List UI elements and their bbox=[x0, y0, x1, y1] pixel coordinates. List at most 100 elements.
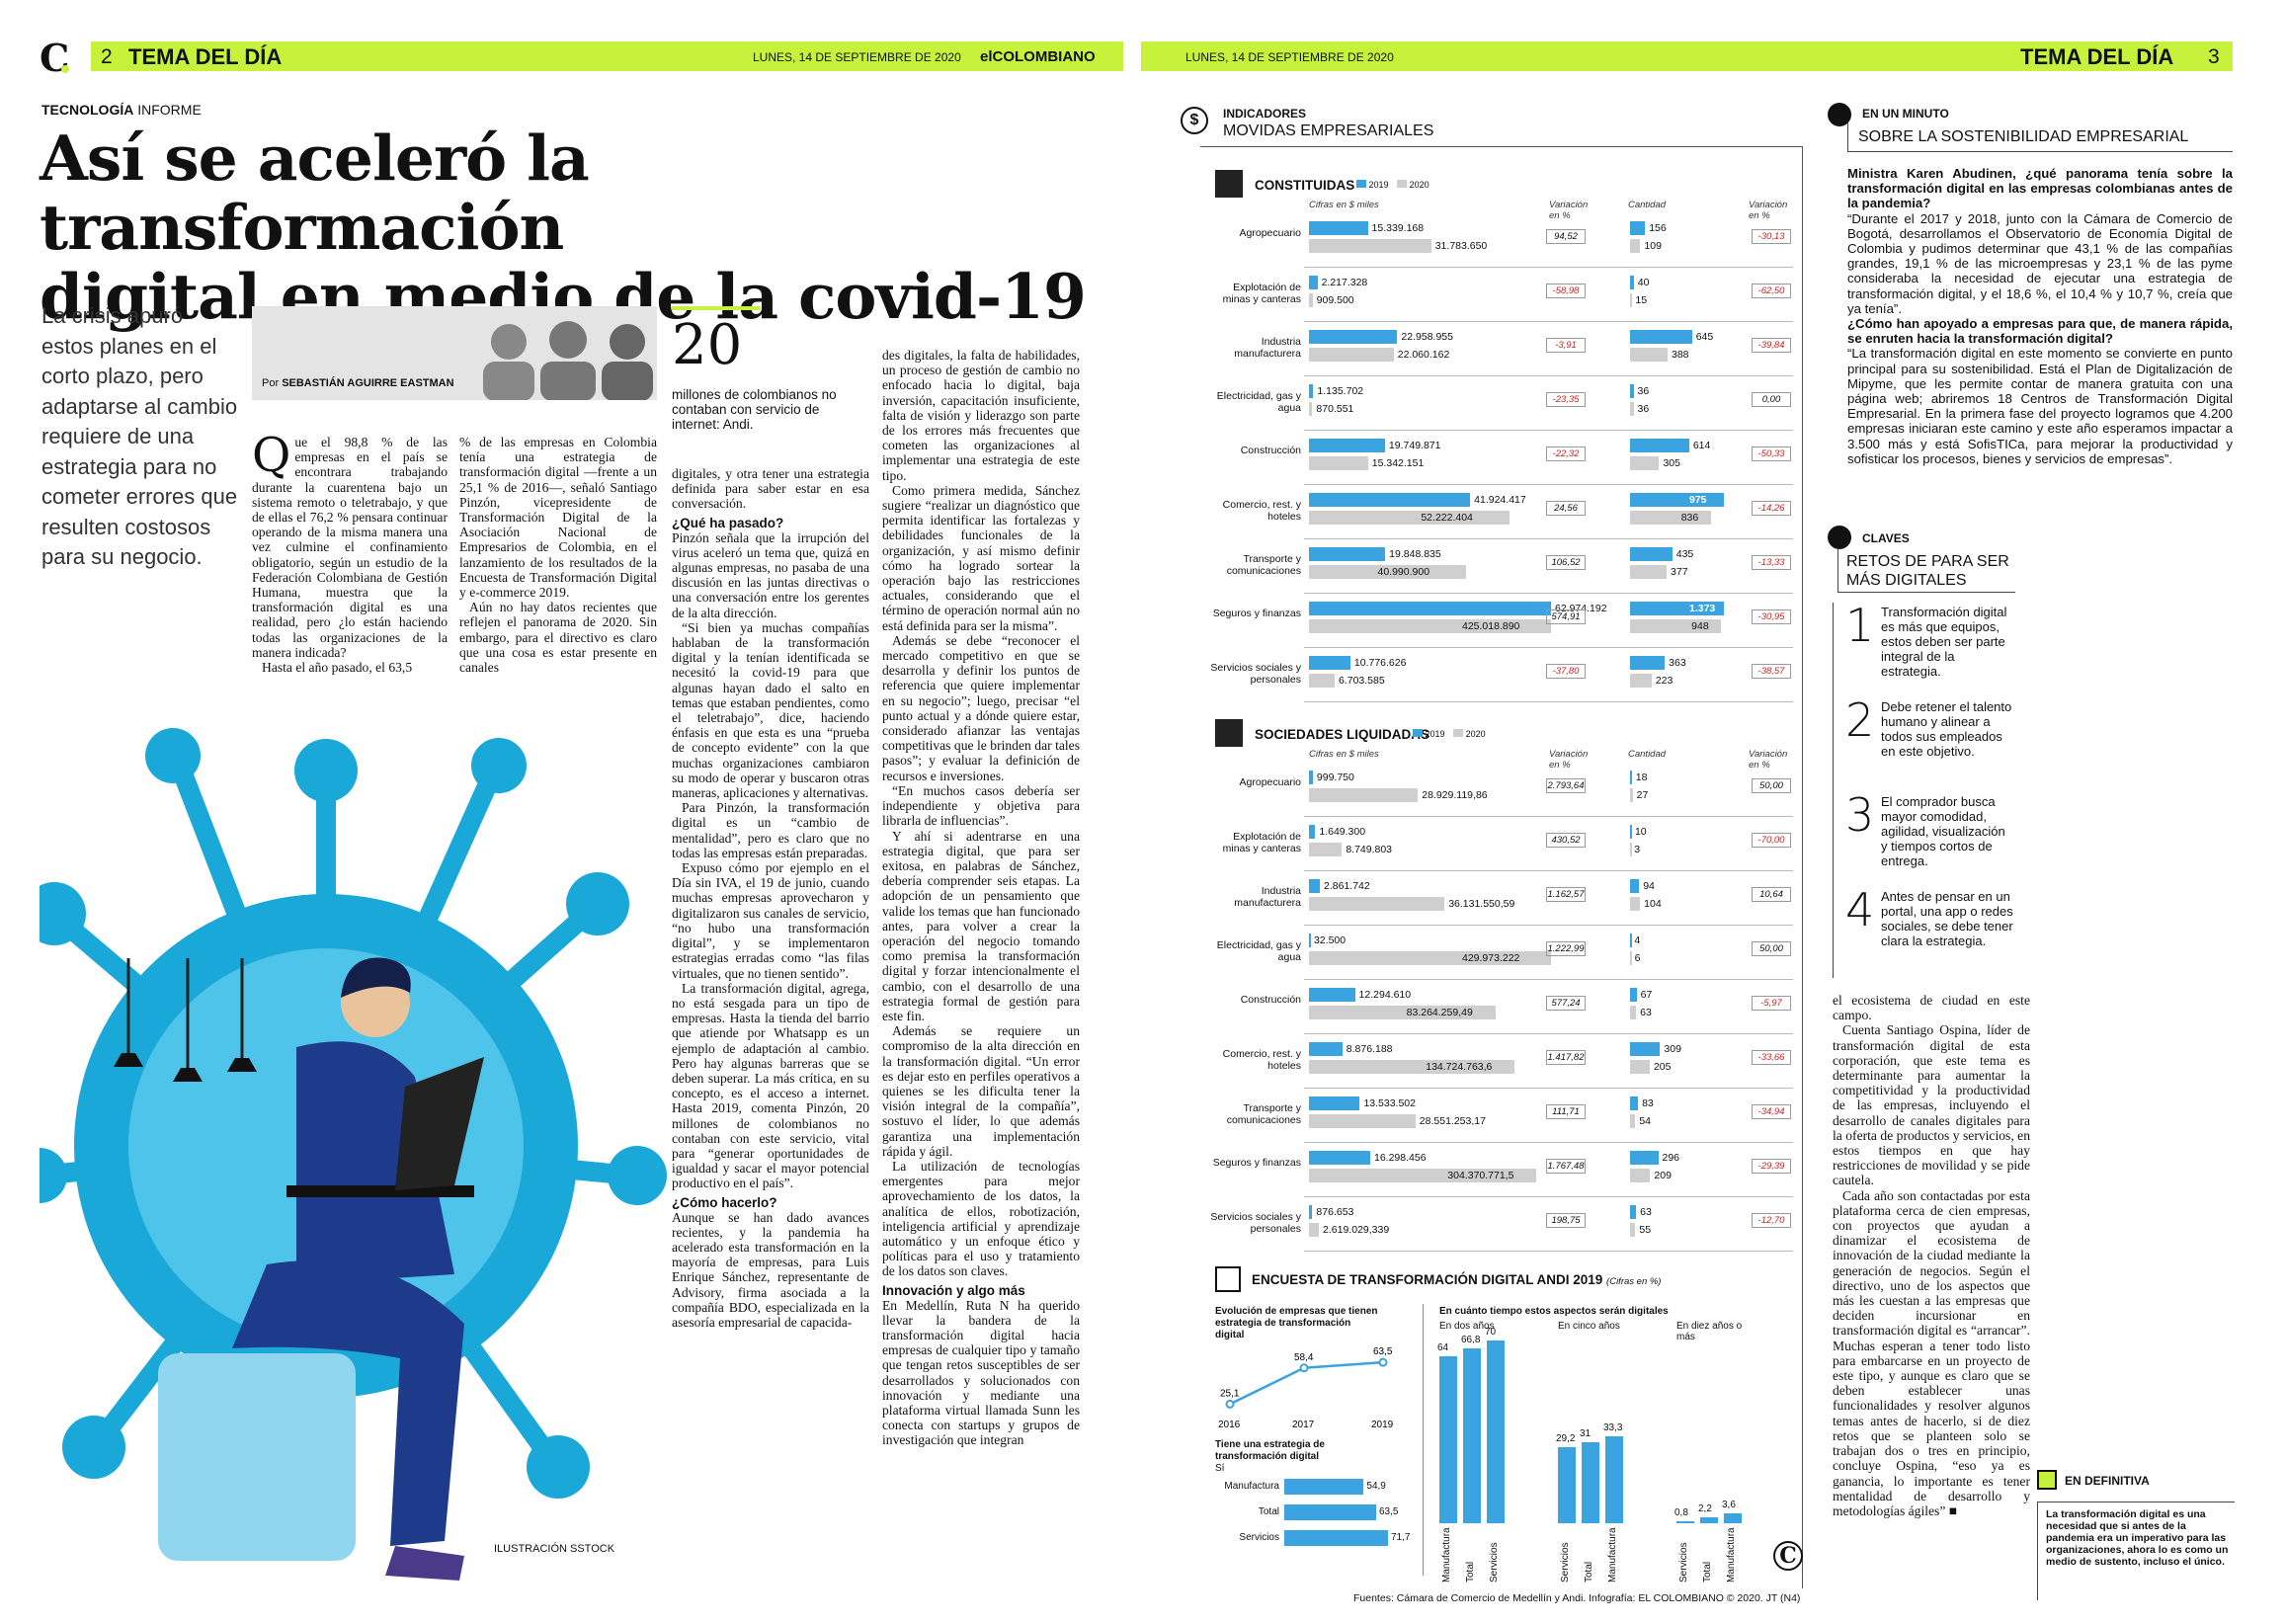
variacion-label: Variación en % bbox=[1549, 200, 1589, 221]
subhead-como-hacerlo: ¿Cómo hacerlo? bbox=[672, 1194, 777, 1210]
row-label: Industria manufacturera bbox=[1234, 885, 1301, 909]
count-bar-2020 bbox=[1630, 1223, 1636, 1237]
illustration-credit: ILUSTRACIÓN SSTOCK bbox=[494, 1543, 615, 1555]
count-variation: -34,94 bbox=[1752, 1104, 1791, 1119]
count-variation: -38,57 bbox=[1752, 664, 1791, 679]
value-2020: 52.222.404 bbox=[1421, 512, 1473, 524]
factory-icon bbox=[1215, 170, 1243, 198]
paragraph: Además se debe “reconocer el mercado com… bbox=[882, 632, 1080, 783]
vbar-category: Manufactura bbox=[1441, 1527, 1452, 1583]
question-1: Ministra Karen Abudinen, ¿qué panorama t… bbox=[1847, 166, 2233, 211]
row-divider bbox=[1304, 375, 1793, 376]
indicator-row: Agropecuario 15.339.168 31.783.650 94,52 156… bbox=[1210, 217, 1798, 272]
vbar bbox=[1605, 1435, 1623, 1523]
vbar-category: Servicios bbox=[1489, 1542, 1500, 1583]
clave-text: Transformación digital es más que equipo… bbox=[1881, 605, 2007, 679]
value-2020: 31.783.650 bbox=[1434, 240, 1488, 252]
bar-2020 bbox=[1309, 239, 1431, 253]
value-2020: 83.264.259,49 bbox=[1406, 1007, 1473, 1018]
vbar-value: 66,8 bbox=[1461, 1335, 1481, 1346]
count-2020: 3 bbox=[1634, 844, 1641, 855]
hbar-value: 71,7 bbox=[1391, 1532, 1411, 1543]
hbar-title: Tiene una estrategia de transformación d… bbox=[1215, 1439, 1325, 1462]
count-bar-2019 bbox=[1630, 1096, 1639, 1110]
count-2019: 18 bbox=[1635, 771, 1648, 783]
drop-cap: Q bbox=[252, 428, 291, 483]
variation-value: 94,52 bbox=[1546, 229, 1586, 244]
value-2019: 999.750 bbox=[1316, 771, 1354, 783]
author-photos bbox=[483, 321, 653, 400]
count-bar-2020 bbox=[1630, 1060, 1650, 1074]
variation-value: 1.222,99 bbox=[1546, 941, 1586, 956]
left-header-bar: 2 TEMA DEL DÍA LUNES, 14 DE SEPTIEMBRE D… bbox=[91, 41, 1123, 71]
row-label: Agropecuario bbox=[1239, 227, 1301, 239]
definitiva-kicker: EN DEFINITIVA bbox=[2065, 1474, 2150, 1488]
paragraph: Expuso cómo por ejemplo en el Día sin IV… bbox=[672, 860, 869, 981]
count-2019: 10 bbox=[1634, 826, 1647, 838]
line-point bbox=[1299, 1363, 1309, 1373]
paragraph: ue el 98,8 % de las empresas en el país … bbox=[252, 435, 448, 660]
bar-2020 bbox=[1309, 565, 1467, 579]
vbar-value: 0,8 bbox=[1674, 1506, 1688, 1518]
dollar-icon: $ bbox=[1181, 107, 1208, 134]
divider bbox=[1423, 1304, 1424, 1576]
clave-number: 4 bbox=[1845, 883, 1875, 936]
value-2019: 876.653 bbox=[1316, 1206, 1354, 1218]
clave-text: Antes de pensar en un portal, una app o … bbox=[1881, 889, 2013, 948]
count-2019: 4 bbox=[1634, 934, 1641, 946]
count-bar-2020 bbox=[1630, 565, 1668, 579]
count-bar-2020 bbox=[1630, 788, 1633, 802]
count-bar-2020 bbox=[1630, 1114, 1636, 1128]
count-bar-2019 bbox=[1630, 221, 1646, 235]
value-2019: 10.776.626 bbox=[1353, 657, 1407, 669]
subhead-que-ha-pasado: ¿Qué ha pasado? bbox=[672, 515, 784, 530]
paragraph: En Medellín, Ruta N ha querido llevar la… bbox=[882, 1297, 1080, 1448]
count-2019: 363 bbox=[1669, 657, 1686, 669]
indicator-row: Electricidad, gas y agua 32.500 429.973.22… bbox=[1210, 930, 1798, 984]
vbar-category: Servicios bbox=[1678, 1542, 1689, 1583]
bar-2019 bbox=[1309, 493, 1471, 507]
count-2020: 305 bbox=[1663, 457, 1680, 469]
key-icon bbox=[1828, 526, 1851, 549]
bar-2019 bbox=[1309, 439, 1385, 452]
count-bar-2019 bbox=[1630, 276, 1634, 289]
hbar bbox=[1284, 1504, 1376, 1520]
bar-2020 bbox=[1309, 456, 1368, 470]
section-title: TEMA DEL DÍA bbox=[128, 44, 283, 69]
row-divider bbox=[1304, 870, 1793, 871]
indicator-row: Explotación de minas y canteras 1.649.300… bbox=[1210, 821, 1798, 875]
chart-icon bbox=[1215, 1266, 1241, 1292]
byline-box: Por SEBASTIÁN AGUIRRE EASTMAN bbox=[252, 306, 657, 400]
count-2020: 36 bbox=[1637, 403, 1650, 415]
indicator-row: Comercio, rest. y hoteles 8.876.188 134.72… bbox=[1210, 1038, 1798, 1093]
legend-2019: 2019 bbox=[1425, 729, 1445, 739]
claves-title-frame: RETOS DE PARA SER MÁS DIGITALES bbox=[1837, 548, 2015, 593]
value-2019: 2.217.328 bbox=[1321, 277, 1368, 288]
hbar-value: 63,5 bbox=[1378, 1506, 1399, 1517]
value-2020: 429.973.222 bbox=[1462, 952, 1520, 964]
legend: 2019 2020 bbox=[1356, 180, 1429, 190]
article-col-1: Q ue el 98,8 % de las empresas en el paí… bbox=[252, 428, 448, 675]
cantidad-label: Cantidad bbox=[1628, 200, 1667, 210]
bar-2020 bbox=[1309, 619, 1551, 633]
vbar bbox=[1558, 1446, 1576, 1523]
bar-2020 bbox=[1309, 788, 1419, 802]
count-2020: 63 bbox=[1640, 1007, 1652, 1018]
bar-2020 bbox=[1309, 1060, 1515, 1074]
count-variation: -30,95 bbox=[1752, 609, 1791, 624]
legend-2020: 2020 bbox=[1409, 180, 1429, 190]
right-header-bar: LUNES, 14 DE SEPTIEMBRE DE 2020 TEMA DEL… bbox=[1141, 41, 2233, 71]
value-2020: 909.500 bbox=[1316, 294, 1354, 306]
hbar-chart: Manufactura 54,9 Total 63,5 Servicios 71,7 bbox=[1210, 1479, 1418, 1578]
value-2020: 36.131.550,59 bbox=[1448, 898, 1515, 910]
count-bar-2020 bbox=[1630, 897, 1641, 911]
point-label: 63,5 bbox=[1373, 1346, 1393, 1357]
page-number: 2 bbox=[101, 45, 113, 68]
bar-2020 bbox=[1309, 1223, 1320, 1237]
paragraph: La transformación digital, agrega, no es… bbox=[672, 980, 869, 1191]
minuto-body: Ministra Karen Abudinen, ¿qué panorama t… bbox=[1847, 166, 2233, 466]
indicator-row: Servicios sociales y personales 10.776.62… bbox=[1210, 652, 1798, 706]
value-2019: 19.848.835 bbox=[1389, 548, 1441, 560]
row-label: Construcción bbox=[1240, 445, 1301, 456]
indicator-row: Electricidad, gas y agua 1.135.702 870.551… bbox=[1210, 380, 1798, 435]
